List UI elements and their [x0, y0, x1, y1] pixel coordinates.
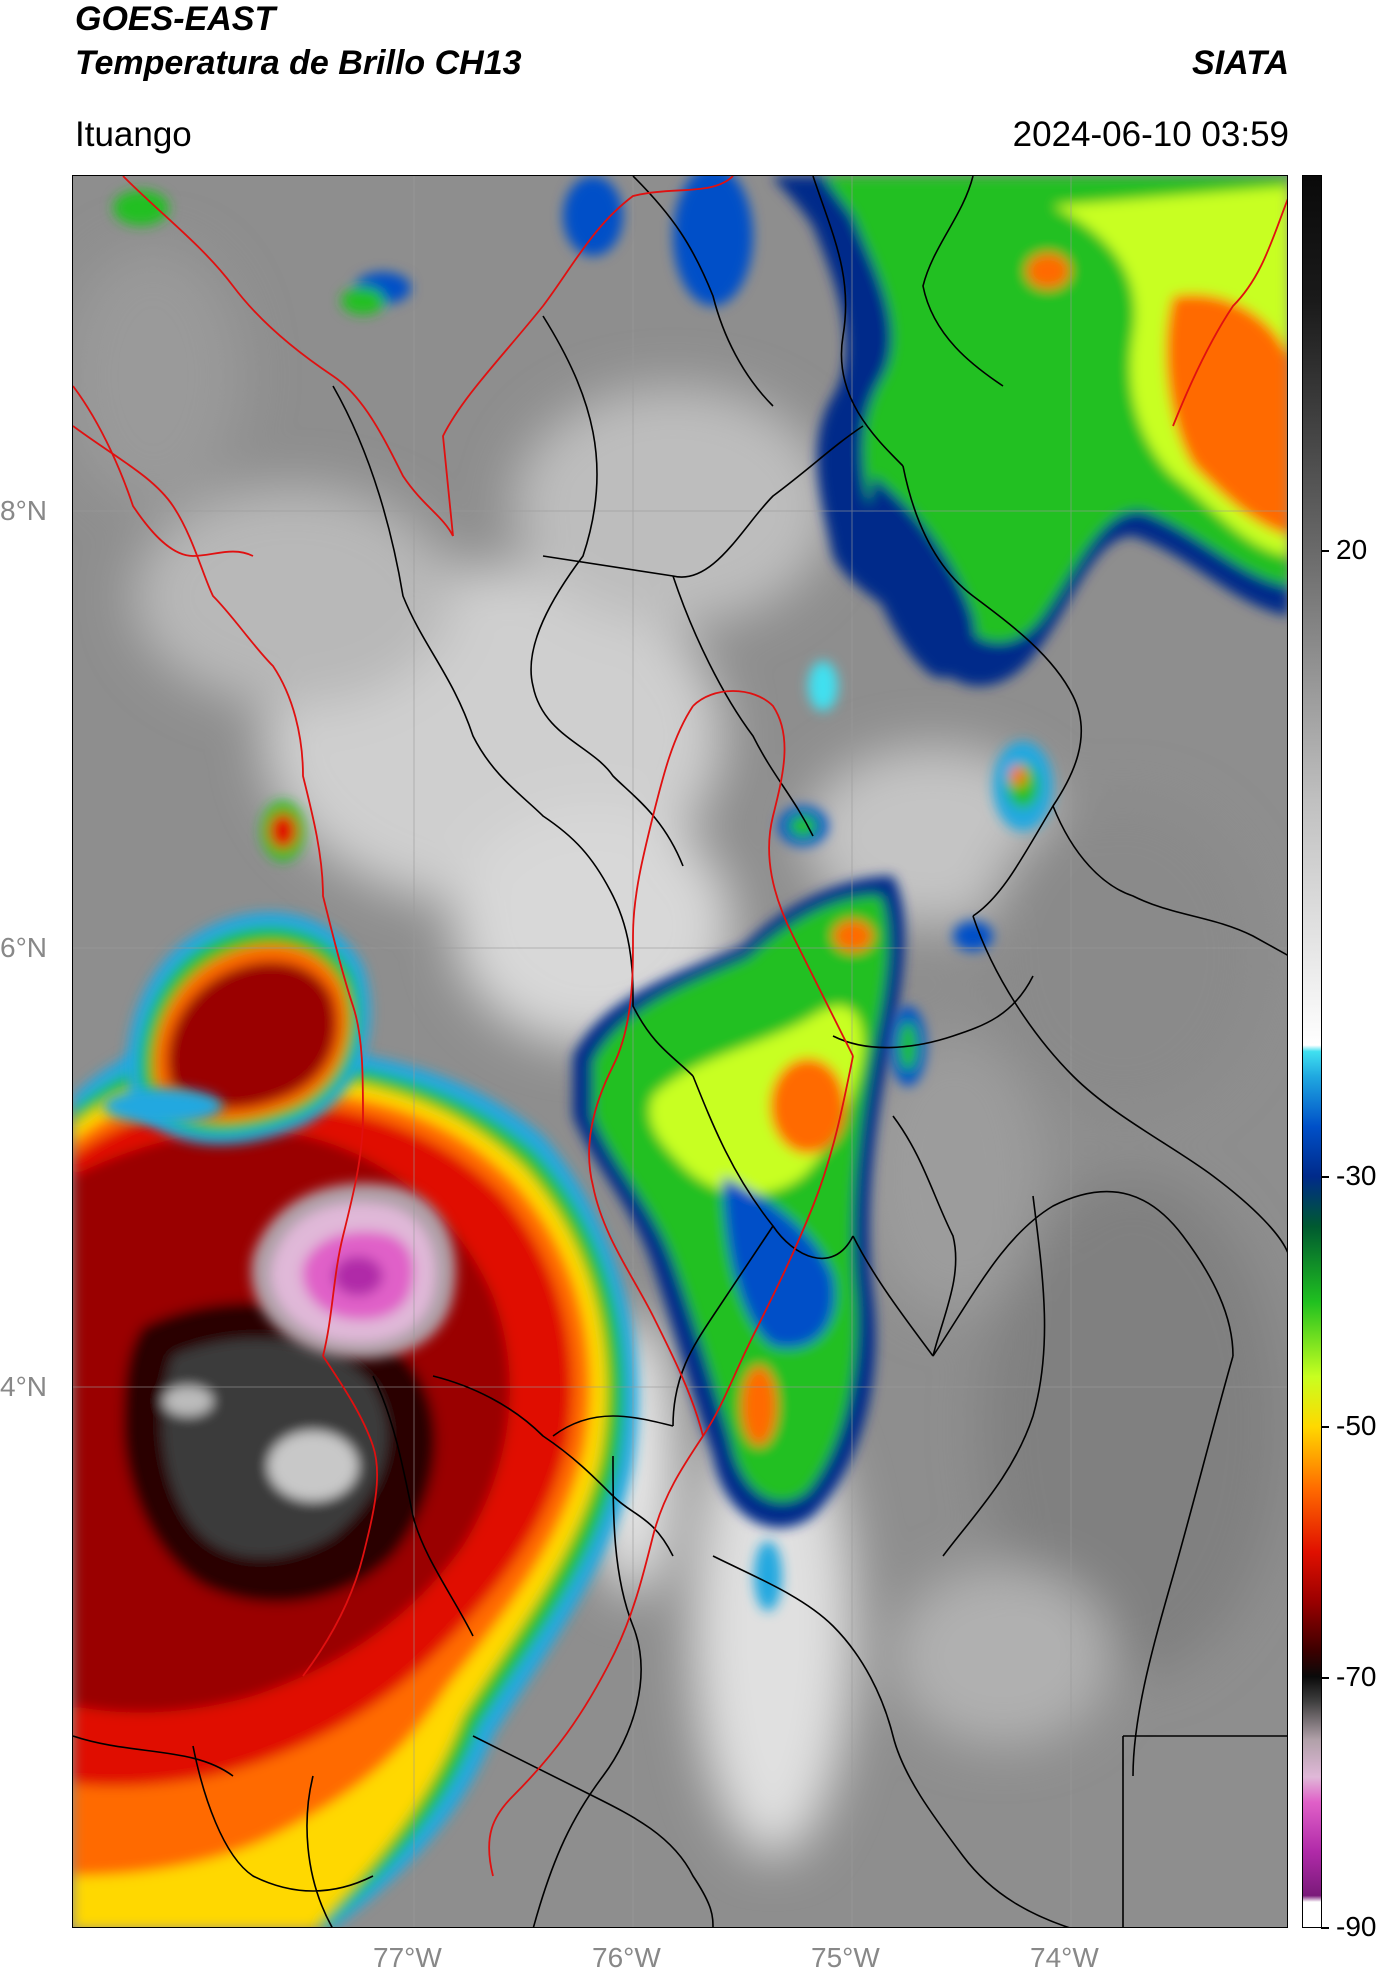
lon-label-74w: 74°W [1030, 1942, 1099, 1973]
colorbar-label: -50 [1336, 1410, 1377, 1442]
lat-label-8n: 8°N [0, 495, 47, 526]
timestamp-label: 2024-06-10 03:59 [1012, 115, 1289, 154]
storm-northwest-lobe [126, 912, 371, 1145]
lat-label-4n: 4°N [0, 1371, 47, 1402]
antioquia-border [73, 176, 1287, 1877]
brand-label: SIATA [1192, 44, 1289, 82]
title-product: Temperatura de Brillo CH13 [75, 44, 522, 82]
satellite-map[interactable] [72, 175, 1288, 1928]
colorbar-tick [1321, 549, 1329, 552]
region-label: Ituango [75, 115, 192, 154]
department-borders [73, 176, 1287, 1927]
storm-southwest [73, 1032, 639, 1927]
storm-central [573, 876, 905, 1528]
colorbar-tick [1321, 1676, 1329, 1679]
colorbar-label: -90 [1336, 1911, 1377, 1942]
colorbar-tick [1321, 1426, 1329, 1429]
colorbar-label: -70 [1336, 1660, 1377, 1692]
lon-label-77w: 77°W [373, 1942, 442, 1973]
small-cells [103, 176, 1053, 1611]
cloud-texture [73, 246, 1283, 1856]
lat-label-6n: 6°N [0, 932, 47, 963]
colorbar-label: 20 [1336, 533, 1368, 565]
colorbar-tick [1321, 1927, 1329, 1929]
storm-northeast [773, 176, 1287, 686]
lon-label-75w: 75°W [811, 1942, 880, 1973]
lon-label-76w: 76°W [592, 1942, 661, 1973]
temperature-colorbar [1302, 175, 1322, 1928]
title-satellite: GOES-EAST [75, 0, 276, 38]
cold-core [251, 1183, 456, 1359]
colorbar-label: -30 [1336, 1159, 1377, 1191]
colorbar-tick [1321, 1175, 1329, 1178]
map-canvas [73, 176, 1287, 1927]
